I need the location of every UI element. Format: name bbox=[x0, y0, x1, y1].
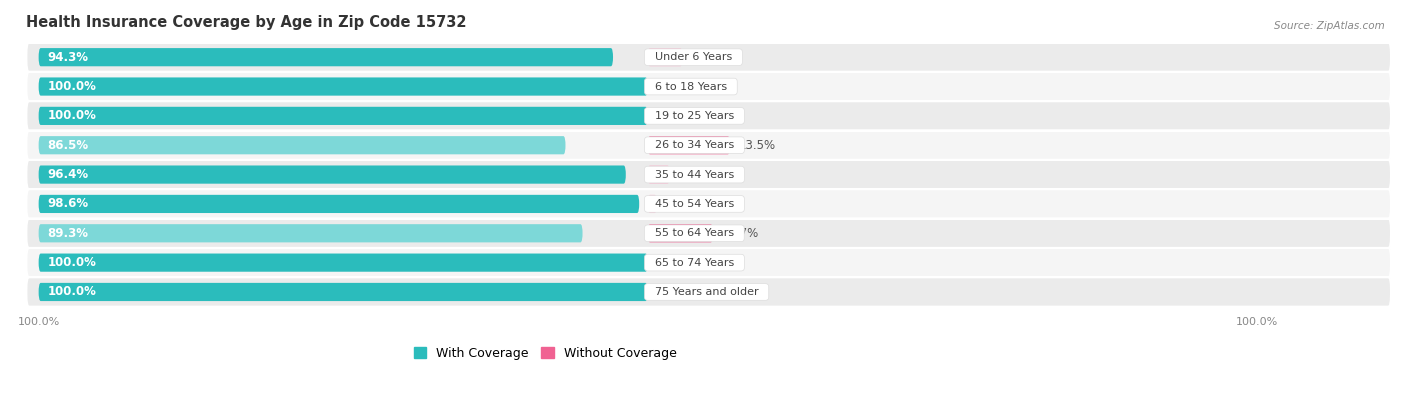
FancyBboxPatch shape bbox=[27, 131, 1391, 160]
FancyBboxPatch shape bbox=[38, 107, 648, 125]
Text: 45 to 54 Years: 45 to 54 Years bbox=[648, 199, 741, 209]
Text: 0.0%: 0.0% bbox=[659, 256, 689, 269]
Text: 100.0%: 100.0% bbox=[48, 256, 97, 269]
Text: 35 to 44 Years: 35 to 44 Years bbox=[648, 170, 741, 180]
FancyBboxPatch shape bbox=[27, 101, 1391, 131]
FancyBboxPatch shape bbox=[38, 166, 626, 184]
Text: 3.6%: 3.6% bbox=[679, 168, 709, 181]
Text: 13.5%: 13.5% bbox=[740, 139, 776, 152]
FancyBboxPatch shape bbox=[38, 136, 565, 154]
Text: 55 to 64 Years: 55 to 64 Years bbox=[648, 228, 741, 238]
Text: 10.7%: 10.7% bbox=[723, 227, 759, 240]
Text: 98.6%: 98.6% bbox=[48, 198, 89, 210]
Text: 6 to 18 Years: 6 to 18 Years bbox=[648, 81, 734, 92]
FancyBboxPatch shape bbox=[38, 195, 640, 213]
FancyBboxPatch shape bbox=[648, 48, 682, 66]
Text: 65 to 74 Years: 65 to 74 Years bbox=[648, 258, 741, 268]
FancyBboxPatch shape bbox=[27, 72, 1391, 101]
Text: 94.3%: 94.3% bbox=[48, 51, 89, 63]
FancyBboxPatch shape bbox=[38, 224, 582, 242]
FancyBboxPatch shape bbox=[648, 224, 713, 242]
Text: 75 Years and older: 75 Years and older bbox=[648, 287, 765, 297]
Text: 86.5%: 86.5% bbox=[48, 139, 89, 152]
FancyBboxPatch shape bbox=[38, 78, 648, 95]
Text: 89.3%: 89.3% bbox=[48, 227, 89, 240]
Text: 96.4%: 96.4% bbox=[48, 168, 89, 181]
Text: Health Insurance Coverage by Age in Zip Code 15732: Health Insurance Coverage by Age in Zip … bbox=[27, 15, 467, 30]
Text: 100.0%: 100.0% bbox=[48, 110, 97, 122]
Text: 5.7%: 5.7% bbox=[692, 51, 721, 63]
Text: 100.0%: 100.0% bbox=[48, 80, 97, 93]
Text: 0.0%: 0.0% bbox=[659, 110, 689, 122]
FancyBboxPatch shape bbox=[27, 277, 1391, 307]
FancyBboxPatch shape bbox=[27, 219, 1391, 248]
Text: 19 to 25 Years: 19 to 25 Years bbox=[648, 111, 741, 121]
FancyBboxPatch shape bbox=[648, 195, 657, 213]
FancyBboxPatch shape bbox=[27, 42, 1391, 72]
FancyBboxPatch shape bbox=[648, 166, 669, 184]
FancyBboxPatch shape bbox=[27, 189, 1391, 219]
Text: Source: ZipAtlas.com: Source: ZipAtlas.com bbox=[1274, 21, 1385, 31]
FancyBboxPatch shape bbox=[38, 48, 613, 66]
FancyBboxPatch shape bbox=[27, 160, 1391, 189]
Text: 26 to 34 Years: 26 to 34 Years bbox=[648, 140, 741, 150]
Text: 0.0%: 0.0% bbox=[659, 80, 689, 93]
Legend: With Coverage, Without Coverage: With Coverage, Without Coverage bbox=[409, 342, 682, 365]
Text: 100.0%: 100.0% bbox=[48, 286, 97, 298]
FancyBboxPatch shape bbox=[38, 254, 648, 272]
FancyBboxPatch shape bbox=[38, 283, 648, 301]
FancyBboxPatch shape bbox=[27, 248, 1391, 277]
Text: 1.5%: 1.5% bbox=[666, 198, 696, 210]
FancyBboxPatch shape bbox=[648, 136, 730, 154]
Text: 0.0%: 0.0% bbox=[659, 286, 689, 298]
Text: Under 6 Years: Under 6 Years bbox=[648, 52, 740, 62]
